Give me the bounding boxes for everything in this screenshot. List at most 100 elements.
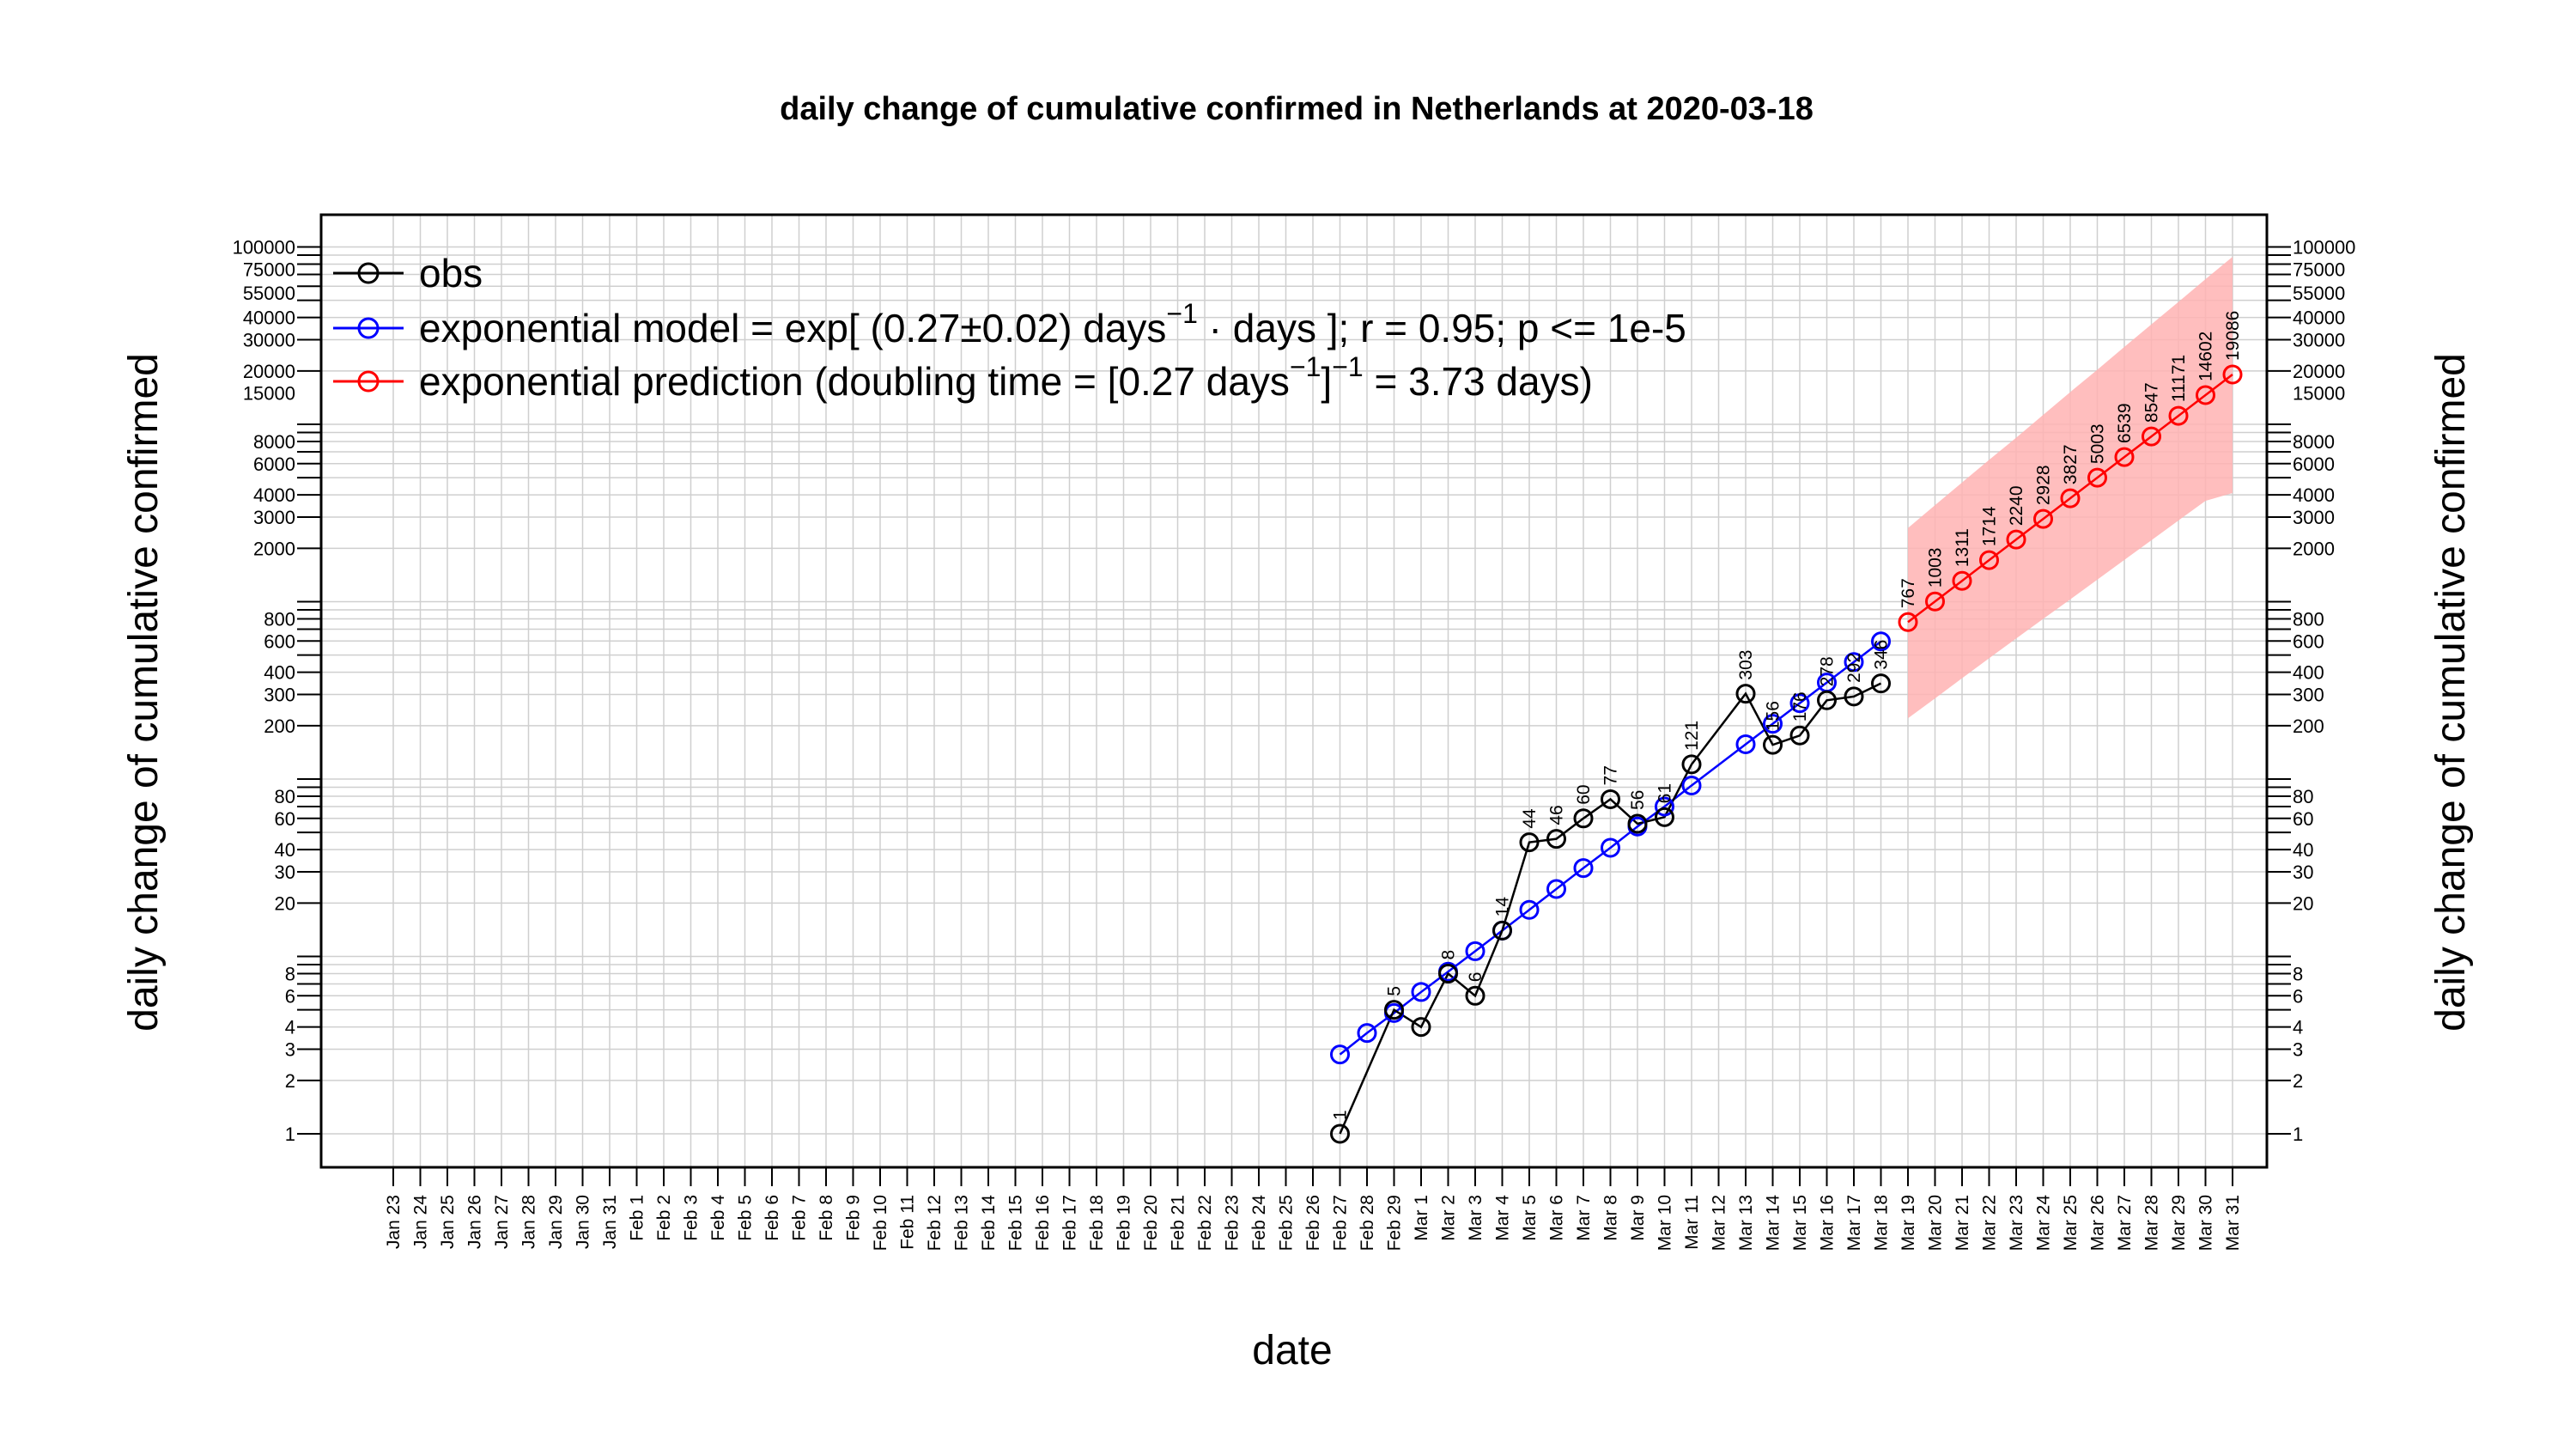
y-tick-label: 2000 [2293,538,2335,559]
data-point [1952,570,1972,591]
y-tick-label: 20 [2293,892,2313,914]
y-tick-label: 75000 [243,259,295,280]
chart-title: daily change of cumulative confirmed in … [780,91,1814,127]
data-point [1817,690,1837,710]
y-tick-label: 6000 [2293,454,2335,475]
y-tick-label: 3 [2293,1038,2303,1060]
x-tick-label: Mar 21 [1953,1195,1972,1251]
data-label: 278 [1818,656,1838,686]
legend-marker [357,317,380,339]
data-label: 292 [1844,653,1864,683]
legend-label-part: 0.02) days [982,306,1167,350]
x-tick-label: Feb 28 [1358,1195,1377,1251]
data-point [1979,550,1999,570]
x-axis-label: date [1252,1328,1332,1373]
series-line-obs [1339,682,1882,1135]
data-point [1844,652,1864,673]
data-point [2087,467,2107,488]
x-tick-label: Mar 16 [1818,1195,1838,1251]
data-point [1789,693,1810,714]
y-axis-label-left: daily change of cumulative confirmed [121,353,167,1032]
data-point [1763,734,1783,755]
data-point [1655,807,1674,827]
x-tick-label: Mar 12 [1710,1195,1729,1251]
data-label: 346 [1872,640,1892,670]
data-label: 6 [1466,972,1485,983]
x-tick-label: Mar 23 [2007,1195,2026,1251]
x-tick-label: Mar 9 [1628,1195,1648,1241]
legend-label-part: · [1198,306,1233,350]
x-tick-label: Mar 11 [1682,1195,1702,1250]
x-tick-label: Feb 7 [790,1195,810,1241]
y-tick-label: 8000 [253,431,295,453]
data-point [1330,1123,1350,1144]
y-axis-left: 1234682030406080200300400600800200030004… [233,237,321,1145]
data-point [2142,426,2161,447]
x-tick-label: Feb 14 [979,1195,999,1251]
y-tick-label: 100000 [2293,237,2355,259]
x-tick-label: Mar 24 [2034,1195,2054,1251]
data-point [2033,508,2053,529]
data-point [1465,985,1485,1006]
y-tick-label: 1 [2293,1123,2303,1145]
legend-label-part: = 3.73 days) [1364,359,1593,404]
data-label: 176 [1790,691,1810,722]
data-point [1573,858,1594,879]
x-tick-label: Feb 2 [654,1195,674,1241]
x-tick-label: Jan 30 [574,1195,593,1249]
x-tick-label: Mar 19 [1899,1195,1918,1251]
x-tick-label: Feb 5 [736,1195,756,1241]
y-tick-label: 400 [264,662,295,684]
legend-label-part: exponential model = exp[ (0.27 [419,306,960,350]
legend-label: exponential model = exp[ (0.27±0.02) day… [419,298,1686,350]
y-tick-label: 4000 [253,484,295,506]
data-point [1357,1023,1377,1044]
legend-label-part: −1 [1332,351,1363,382]
y-tick-label: 4000 [2293,484,2335,506]
x-tick-label: Mar 29 [2169,1195,2189,1251]
x-tick-label: Jan 26 [465,1195,485,1249]
legend-label: exponential prediction (doubling time = … [419,351,1593,404]
data-label: 121 [1682,721,1702,751]
series-line-prediction [1907,374,2233,624]
data-point [1627,813,1648,834]
data-point [2168,405,2189,426]
y-tick-label: 30000 [2293,329,2345,350]
y-tick-label: 55000 [243,283,295,304]
data-point [1789,725,1810,746]
y-tick-label: 400 [2293,662,2324,684]
y-tick-label: 3 [285,1038,295,1060]
y-tick-label: 60 [275,808,295,830]
x-tick-label: Mar 4 [1493,1195,1513,1241]
prediction-band-area [1908,256,2233,719]
x-tick-label: Feb 26 [1303,1195,1323,1251]
x-tick-label: Mar 8 [1601,1195,1621,1241]
data-point [1438,964,1458,984]
x-tick-label: Mar 10 [1656,1195,1675,1251]
y-tick-label: 4 [285,1017,295,1038]
x-tick-label: Mar 28 [2142,1195,2162,1251]
y-tick-label: 20 [275,892,295,914]
y-tick-label: 6000 [253,454,295,475]
data-label: 1003 [1926,548,1946,588]
data-point [1763,714,1783,734]
x-tick-label: Mar 20 [1926,1195,1946,1251]
x-tick-label: Feb 21 [1169,1195,1188,1251]
x-tick-label: Mar 7 [1574,1195,1594,1241]
x-axis: Jan 23 Jan 24 Jan 25 Jan 26 Jan 27 Jan 28 Jan … [384,1167,2243,1251]
x-tick-label: Feb 17 [1060,1195,1080,1251]
y-tick-label: 2000 [253,538,295,559]
legend-label-part: −1 [1166,298,1197,329]
y-tick-label: 100000 [233,237,295,259]
data-point [1384,1000,1404,1020]
legend-label-part: −1 [1290,351,1321,382]
data-point [1681,775,1702,795]
data-point [1519,899,1540,920]
data-point [1844,686,1864,707]
data-label: 1 [1331,1110,1351,1120]
x-tick-label: Feb 19 [1115,1195,1134,1251]
data-label: 61 [1656,783,1675,803]
legend-marker [357,262,380,284]
x-tick-label: Feb 8 [817,1195,836,1241]
